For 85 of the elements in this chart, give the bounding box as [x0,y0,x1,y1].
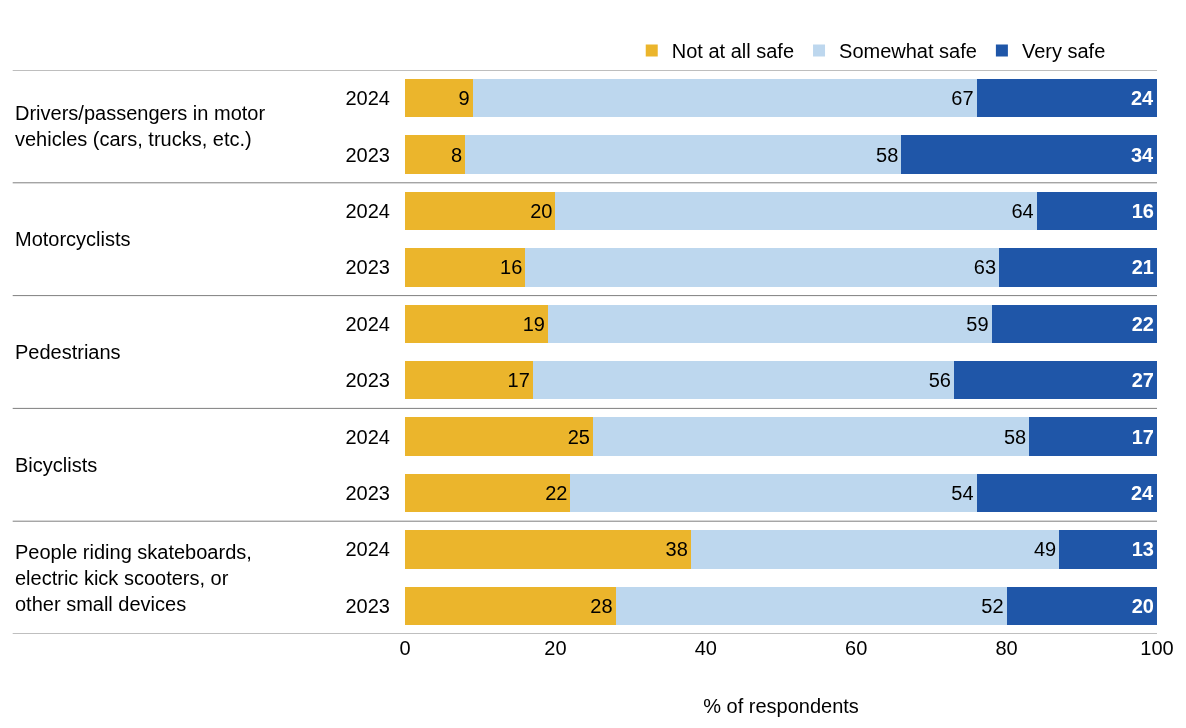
x-tick-label: 80 [995,637,1018,659]
y-tick-label: 2024 [345,538,390,561]
data-label: 38 [665,538,688,561]
bar [976,79,1157,118]
bar [547,304,992,343]
data-label: 34 [1130,143,1154,166]
data-label: 17 [1131,425,1154,448]
text: Motorcyclists [15,228,131,250]
bar [405,361,533,400]
bar [465,135,902,174]
data-label: 63 [973,256,997,279]
data-label: 24 [1130,87,1154,110]
data-label: 52 [981,594,1004,617]
bar [570,473,977,513]
bar [405,417,593,456]
bar [593,417,1030,456]
y-tick-label: 2024 [345,200,390,222]
x-axis-title: % of respondents [703,694,859,717]
x-tick-label: 40 [694,637,717,659]
bar [405,191,556,231]
bar [405,135,466,174]
data-label: 59 [966,312,989,335]
bar [525,248,1000,287]
bar [1006,586,1157,625]
data-label: 21 [1131,256,1154,279]
y-tick-label: 2024 [345,425,390,448]
legend-label: Somewhat safe [839,40,977,63]
bar [1059,530,1157,569]
data-label: 16 [1131,200,1154,222]
x-tick-label: 60 [845,637,868,659]
data-label: 22 [1131,312,1154,335]
data-label: 56 [928,369,951,392]
bar [1036,191,1157,231]
y-tick-label: 2023 [345,256,390,279]
bar [953,361,1157,400]
bar [405,304,548,343]
data-label: 17 [507,369,530,392]
bar [405,473,571,513]
legend-label: Very safe [1021,40,1106,63]
x-tick-label: 0 [399,637,411,659]
text: Drivers/passengers in motor vehicles (cars, trucks, etc.) [15,102,266,150]
bar [532,361,954,400]
data-label: 58 [1003,425,1027,448]
data-label: 22 [545,482,568,504]
bar [555,191,1037,231]
x-tick-label: 20 [544,637,567,659]
y-tick-label: 2023 [345,143,390,166]
bar [901,135,1157,174]
data-label: 64 [1011,200,1034,222]
y-tick-label: 2024 [345,312,390,335]
bar [405,530,691,569]
bar [1029,417,1157,456]
bar [615,586,1007,625]
bar [690,530,1060,569]
data-label: 27 [1131,369,1154,392]
data-label: 20 [1131,594,1154,617]
data-label: 28 [590,594,613,617]
data-label: 16 [500,256,523,279]
y-tick-label: 2024 [345,87,390,110]
data-label: 24 [1130,482,1154,504]
bar [976,473,1157,513]
data-label: 49 [1033,538,1057,561]
legend-label: Not at all safe [671,40,795,63]
y-tick-label: 2023 [345,369,390,392]
text: Pedestrians [15,341,121,363]
bar [405,248,526,287]
data-label: 9 [458,87,470,110]
data-label: 8 [451,143,463,166]
y-tick-label: 2023 [345,594,390,617]
data-label: 20 [530,200,553,222]
x-tick-label: 100 [1140,637,1174,659]
data-label: 58 [876,143,899,166]
bar [405,586,616,625]
text: People riding skateboards, electric kick scooters, or other small devices [15,541,252,615]
bar [405,79,473,118]
text: Bicyclists [15,454,98,476]
bar [472,79,977,118]
bar [999,248,1157,287]
bar [991,304,1157,343]
data-label: 54 [951,482,974,504]
data-label: 25 [567,425,590,448]
data-label: 13 [1131,538,1154,561]
data-label: 67 [951,87,974,110]
data-label: 19 [522,312,545,335]
y-tick-label: 2023 [345,482,390,504]
